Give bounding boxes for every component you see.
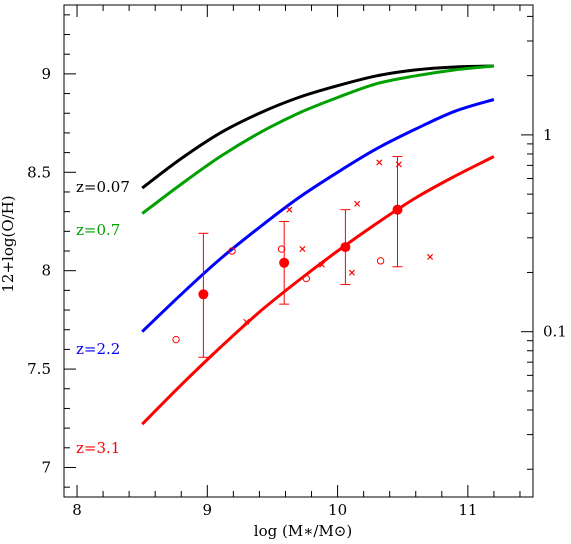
cross-point — [299, 246, 306, 253]
cross-stroke — [376, 159, 383, 166]
curve-label: z=0.7 — [76, 221, 120, 239]
cross-stroke — [243, 318, 250, 325]
cross-point — [376, 159, 383, 166]
curve-z-0-7 — [141, 64, 495, 215]
x-tick-label: 9 — [203, 501, 213, 519]
cross-stroke — [318, 261, 325, 268]
x-tick-label: 8 — [72, 501, 82, 519]
cross-point — [348, 269, 355, 276]
right-tick-label: 0.1 — [543, 323, 567, 341]
plot-frame — [63, 4, 534, 498]
x-tick-label: 10 — [328, 501, 347, 519]
curve-labels: z=0.07 z=0.7 z=2.2 z=3.1 — [76, 178, 130, 457]
cross-stroke — [286, 206, 293, 213]
cross-point — [243, 318, 250, 325]
cross-stroke — [395, 161, 402, 168]
curve-z-3-1 — [141, 155, 495, 426]
y-tick-label: 9 — [41, 65, 51, 83]
curve-label: z=2.2 — [76, 340, 120, 358]
open-circle-point — [277, 245, 286, 253]
y-tick-label: 8.5 — [27, 163, 51, 181]
right-tick-label: 1 — [543, 126, 553, 144]
cross-stroke — [354, 200, 361, 207]
y-tick-label: 7 — [41, 458, 51, 476]
cross-point — [395, 161, 402, 168]
cross-stroke — [299, 246, 306, 253]
curve-label: z=0.07 — [76, 178, 130, 196]
cross-point — [354, 200, 361, 207]
axis-ticks: 8 9 10 11 7 7.5 8 8.5 9 1 0.1 — [27, 5, 567, 519]
filled-point — [392, 204, 403, 215]
model-curves — [141, 64, 495, 426]
y-tick-label: 7.5 — [27, 360, 51, 378]
data-markers — [172, 156, 434, 358]
cross-point — [427, 253, 434, 260]
cross-stroke — [427, 253, 434, 260]
open-circle-point — [376, 257, 385, 265]
filled-point — [198, 289, 209, 300]
curve-label: z=3.1 — [76, 439, 120, 457]
open-circle-point — [228, 247, 236, 255]
open-circle-point — [172, 335, 180, 344]
open-circle-point — [302, 274, 311, 283]
curve-z-0-07 — [141, 64, 494, 190]
y-axis-label: 12+log(O/H) — [0, 195, 17, 292]
filled-point — [340, 242, 351, 253]
filled-point — [279, 257, 290, 268]
y-tick-label: 8 — [41, 262, 51, 280]
x-axis-label: log (M∗/M⊙) — [254, 522, 352, 540]
cross-point — [286, 206, 293, 213]
cross-stroke — [348, 269, 355, 276]
curve-z-2-2 — [141, 98, 495, 333]
x-tick-label: 11 — [458, 501, 477, 519]
cross-point — [318, 261, 325, 268]
